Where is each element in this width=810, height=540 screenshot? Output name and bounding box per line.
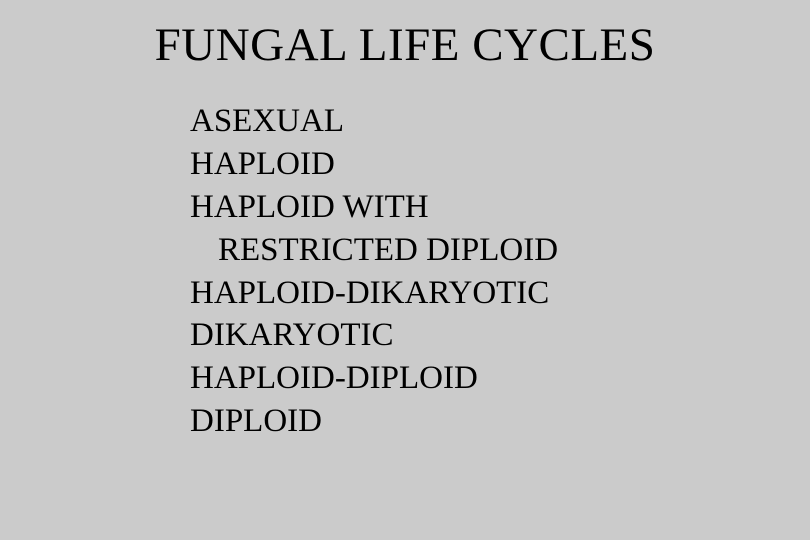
list-item: HAPLOID: [190, 143, 690, 186]
list-item: ASEXUAL: [190, 100, 690, 143]
slide-body: ASEXUAL HAPLOID HAPLOID WITH RESTRICTED …: [190, 100, 690, 443]
slide-title: FUNGAL LIFE CYCLES: [0, 18, 810, 72]
list-item: DIPLOID: [190, 400, 690, 443]
list-item: RESTRICTED DIPLOID: [190, 229, 690, 272]
list-item: HAPLOID-DIKARYOTIC: [190, 272, 690, 315]
list-item: HAPLOID-DIPLOID: [190, 357, 690, 400]
list-item: DIKARYOTIC: [190, 314, 690, 357]
list-item: HAPLOID WITH: [190, 186, 690, 229]
slide: FUNGAL LIFE CYCLES ASEXUAL HAPLOID HAPLO…: [0, 0, 810, 540]
